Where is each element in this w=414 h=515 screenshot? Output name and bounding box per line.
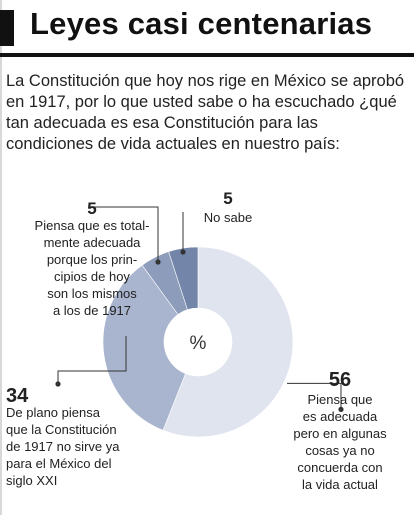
center-percent-label: %	[190, 333, 207, 354]
donut-slice-3	[168, 246, 199, 311]
slice-text-label-1-2: de 1917 no sirve ya	[6, 439, 120, 454]
slice-text-label-1-3: para el México del	[6, 456, 112, 471]
slice-value-label-0: 56	[329, 369, 351, 391]
slice-text-label-2-1: mente adecuada	[44, 235, 142, 250]
leader-line-1	[57, 336, 127, 384]
slice-text-label-0-1: es adecuada	[303, 409, 378, 424]
slice-text-label-0-2: pero en algunas	[293, 426, 387, 441]
donut-slice-1	[102, 264, 186, 431]
slice-value-label-1: 34	[6, 385, 29, 407]
slice-text-label-3-0: No sabe	[204, 210, 252, 225]
donut-slice-0	[162, 246, 294, 438]
leader-line-0-dot	[338, 406, 344, 412]
slice-text-label-2-0: Piensa que es total-	[35, 218, 150, 233]
leader-line-1-dot	[55, 381, 61, 387]
leader-line-2-dot	[155, 259, 161, 265]
slice-value-label-2: 5	[87, 199, 96, 218]
leader-line-3-dot	[180, 249, 186, 255]
title-accent-bar	[0, 10, 14, 46]
title-underline	[0, 53, 414, 57]
slice-text-label-0-3: cosas ya no	[305, 443, 374, 458]
survey-question: La Constitución que hoy nos rige en Méxi…	[6, 72, 405, 153]
slice-text-label-2-2: porque los prin-	[47, 252, 137, 267]
slice-text-label-0-0: Piensa que	[307, 392, 372, 407]
slice-text-label-2-5: a los de 1917	[53, 303, 131, 318]
slice-value-label-3: 5	[223, 189, 232, 208]
slice-text-label-2-3: cipios de hoy	[54, 269, 130, 284]
slice-text-label-1-1: que la Constitución	[6, 422, 117, 437]
leader-line-2	[88, 206, 159, 262]
leader-line-0	[286, 382, 342, 410]
slice-text-label-1-4: siglo XXI	[6, 473, 57, 488]
slice-text-label-0-4: concuerda con	[297, 460, 382, 475]
slice-text-label-0-5: la vida actual	[302, 477, 378, 492]
chart-title: Leyes casi centenarias	[30, 6, 373, 41]
slice-text-label-2-4: son los mismos	[47, 286, 137, 301]
slice-text-label-1-0: De plano piensa	[6, 405, 101, 420]
